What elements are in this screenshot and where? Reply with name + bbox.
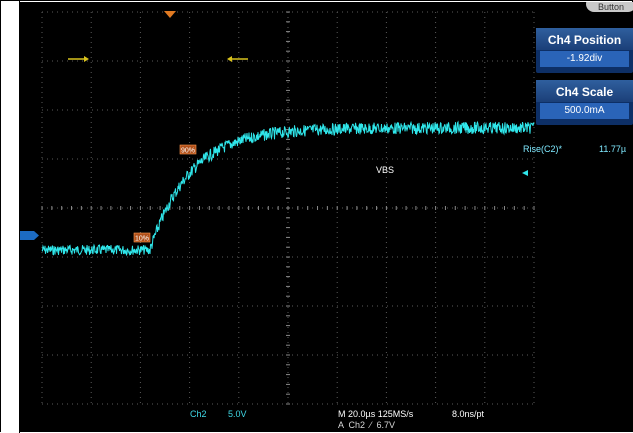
- status-timebase: M 20.0µs 125MS/s: [338, 409, 414, 419]
- ch4-position-value: -1.92div: [539, 50, 630, 68]
- rise-measurement-value: 11.77µ: [599, 144, 627, 154]
- status-channel: Ch2: [190, 409, 207, 419]
- grid-ticks: [41, 11, 535, 405]
- right-level-marker: [522, 170, 528, 176]
- rise-90pct-label: 90%: [181, 148, 195, 155]
- top-right-button-label: Button: [597, 2, 625, 12]
- channel-ground-marker: [20, 231, 39, 240]
- left-border-strip: [1, 1, 20, 433]
- ch4-scale-title: Ch4 Scale: [536, 80, 633, 102]
- waveform-trace: [41, 120, 535, 257]
- ch4-position-menu[interactable]: Ch4 Position -1.92div: [536, 28, 633, 73]
- cursor-arrow-right: [227, 56, 248, 62]
- ch4-scale-menu[interactable]: Ch4 Scale 500.0mA: [536, 80, 633, 125]
- waveform-label: VBS: [376, 165, 394, 175]
- top-right-button[interactable]: Button: [586, 2, 633, 12]
- rise-90pct-marker: 90%: [179, 144, 197, 155]
- trigger-position-marker: [164, 11, 176, 18]
- graticule: 10% 90% VBS: [20, 11, 535, 405]
- rise-measurement-name: Rise(C2)*: [523, 144, 563, 154]
- cursor-arrow-left: [68, 56, 89, 62]
- ch4-scale-value: 500.0mA: [539, 102, 630, 120]
- status-channel-scale: 5.0V: [228, 409, 247, 419]
- oscilloscope-screen: 10% 90% VBS Button Ch4 Position -1.92div…: [20, 2, 633, 432]
- ch4-position-title: Ch4 Position: [536, 28, 633, 50]
- status-trigger: A Ch2 ⁄ 6.7V: [338, 420, 396, 430]
- rise-10pct-marker: 10%: [133, 232, 151, 243]
- status-resolution: 8.0ns/pt: [452, 409, 485, 419]
- rise-10pct-label: 10%: [135, 236, 149, 243]
